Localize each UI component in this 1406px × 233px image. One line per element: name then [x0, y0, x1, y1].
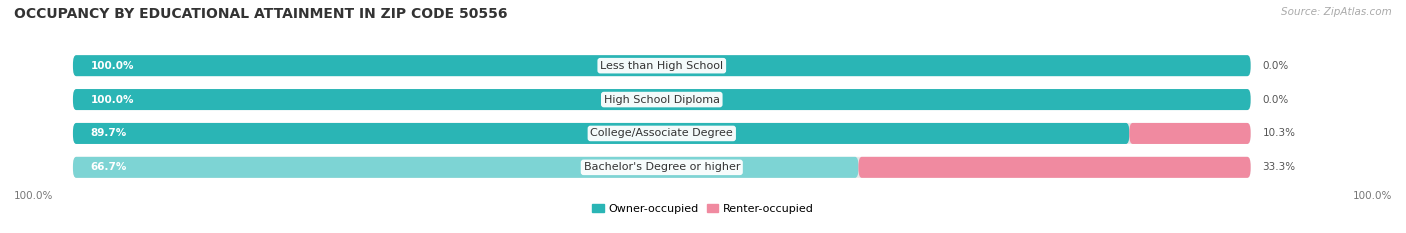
Text: Source: ZipAtlas.com: Source: ZipAtlas.com [1281, 7, 1392, 17]
Text: 0.0%: 0.0% [1263, 95, 1289, 105]
Legend: Owner-occupied, Renter-occupied: Owner-occupied, Renter-occupied [588, 199, 818, 218]
FancyBboxPatch shape [73, 89, 1250, 110]
FancyBboxPatch shape [73, 157, 1250, 178]
FancyBboxPatch shape [73, 123, 1250, 144]
Text: 89.7%: 89.7% [90, 128, 127, 138]
FancyBboxPatch shape [73, 55, 1250, 76]
Text: High School Diploma: High School Diploma [603, 95, 720, 105]
FancyBboxPatch shape [73, 157, 859, 178]
FancyBboxPatch shape [1129, 123, 1250, 144]
FancyBboxPatch shape [73, 123, 1129, 144]
Text: Less than High School: Less than High School [600, 61, 723, 71]
Text: College/Associate Degree: College/Associate Degree [591, 128, 733, 138]
Text: 100.0%: 100.0% [90, 61, 134, 71]
FancyBboxPatch shape [73, 89, 1250, 110]
FancyBboxPatch shape [859, 157, 1250, 178]
Text: 66.7%: 66.7% [90, 162, 127, 172]
Text: Bachelor's Degree or higher: Bachelor's Degree or higher [583, 162, 740, 172]
Text: 33.3%: 33.3% [1263, 162, 1295, 172]
Text: 100.0%: 100.0% [14, 191, 53, 201]
FancyBboxPatch shape [73, 55, 1250, 76]
Text: 100.0%: 100.0% [1353, 191, 1392, 201]
Text: 0.0%: 0.0% [1263, 61, 1289, 71]
Text: 100.0%: 100.0% [90, 95, 134, 105]
Text: 10.3%: 10.3% [1263, 128, 1295, 138]
Text: OCCUPANCY BY EDUCATIONAL ATTAINMENT IN ZIP CODE 50556: OCCUPANCY BY EDUCATIONAL ATTAINMENT IN Z… [14, 7, 508, 21]
